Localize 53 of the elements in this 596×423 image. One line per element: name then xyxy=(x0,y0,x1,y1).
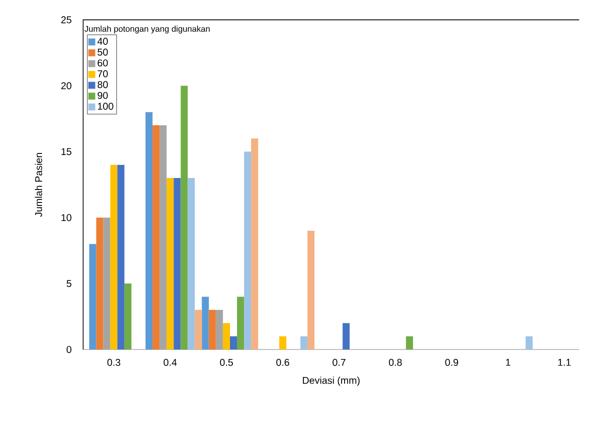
bar xyxy=(237,296,244,350)
legend-label: 50 xyxy=(98,48,108,56)
bar xyxy=(202,296,209,350)
bar xyxy=(124,284,132,350)
y-tick-label: 5 xyxy=(66,280,72,288)
bar xyxy=(89,244,96,350)
y-tick-label: 20 xyxy=(61,82,72,90)
legend-label: 70 xyxy=(98,70,108,78)
bar xyxy=(146,112,153,350)
bar xyxy=(307,230,314,350)
y-tick-label: 15 xyxy=(62,148,72,156)
x-tick-label: 0.3 xyxy=(107,359,120,366)
bar xyxy=(300,336,308,350)
x-tick-label: 0.9 xyxy=(445,359,458,366)
legend-title: Jumlah potongan yang digunakan xyxy=(84,26,210,34)
y-tick-label: 0 xyxy=(66,346,72,354)
bar xyxy=(166,178,174,350)
bar xyxy=(180,86,188,350)
x-tick-label: 1.1 xyxy=(558,359,571,366)
bar xyxy=(208,310,216,350)
bar xyxy=(406,336,413,350)
y-axis-title: Jumlah Pasien xyxy=(34,153,42,217)
bar xyxy=(216,310,223,350)
bar xyxy=(230,336,238,350)
bar xyxy=(160,125,167,350)
bar xyxy=(110,164,118,350)
bar xyxy=(251,138,258,350)
legend-label: 40 xyxy=(97,38,108,45)
x-tick-label: 0.4 xyxy=(164,359,177,366)
x-tick-label: 0.7 xyxy=(332,359,346,366)
x-tick-label: 1 xyxy=(506,359,510,366)
bar xyxy=(117,164,124,350)
bar xyxy=(526,336,533,350)
x-axis-title: Deviasi (mm) xyxy=(302,376,360,386)
x-tick-label: 0.6 xyxy=(276,359,290,366)
bar xyxy=(96,218,104,350)
legend-label: 80 xyxy=(98,81,108,88)
x-tick-label: 0.8 xyxy=(388,359,402,366)
bar xyxy=(279,336,286,350)
bar xyxy=(152,125,160,350)
y-tick-label: 25 xyxy=(61,16,72,24)
legend-label: 90 xyxy=(98,92,108,100)
bar xyxy=(342,323,350,350)
bar xyxy=(194,310,202,350)
y-tick-label: 10 xyxy=(62,214,72,222)
bar xyxy=(103,218,110,350)
legend-label: 100 xyxy=(98,102,114,110)
x-tick-label: 0.5 xyxy=(220,359,233,366)
bar xyxy=(188,178,195,350)
bar xyxy=(222,323,230,350)
bar xyxy=(244,152,252,350)
bar xyxy=(174,178,181,350)
legend-label: 60 xyxy=(98,60,108,67)
